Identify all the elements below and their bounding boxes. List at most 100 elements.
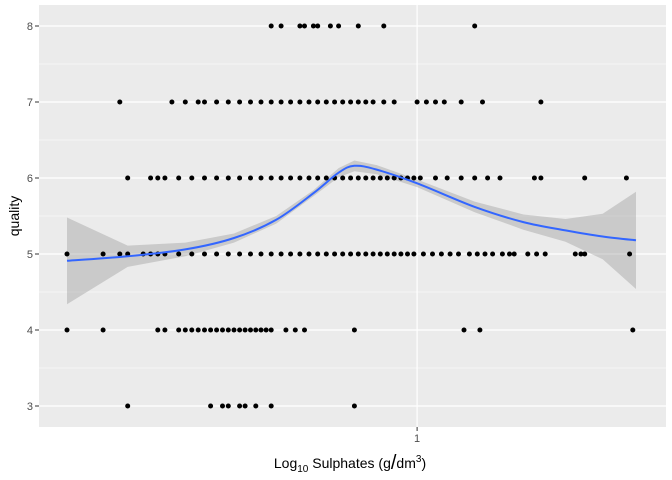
data-point [411,251,417,257]
data-point [458,175,464,181]
data-point [237,175,243,181]
data-point [370,99,376,105]
y-tick-label: 4 [27,325,33,337]
data-point [258,251,264,257]
data-point [258,175,264,181]
data-point [292,327,298,333]
data-point [176,327,182,333]
data-point [355,251,361,257]
data-point [351,327,357,333]
data-point [242,327,248,333]
data-point [253,327,259,333]
data-point [288,99,294,105]
data-point [363,251,369,257]
x-axis-title-subscript: 10 [297,464,309,475]
data-point [162,175,168,181]
data-point [208,327,214,333]
data-point [370,251,376,257]
data-point [278,23,284,29]
data-point [117,99,123,105]
data-point [384,175,390,181]
data-point [348,99,354,105]
data-point [189,175,195,181]
x-axis-title-suffix: ) [421,455,426,471]
data-point [490,251,496,257]
data-point [327,23,333,29]
data-point [323,175,329,181]
data-point [458,99,464,105]
data-point [306,175,312,181]
data-point [332,99,338,105]
data-point [381,23,387,29]
data-point [278,175,284,181]
data-point [225,403,231,409]
data-point [248,251,253,257]
data-point [302,327,307,333]
data-point [534,251,540,257]
data-point [202,175,207,181]
data-point [297,175,303,181]
data-point [258,99,264,105]
data-point [398,251,404,257]
data-point [348,175,354,181]
data-point [306,99,312,105]
data-point [125,403,131,409]
data-points [64,23,636,409]
x-axis-title-middle: Sulphates (g [308,455,391,471]
data-point [297,99,303,105]
data-point [477,327,483,333]
data-point [315,251,321,257]
data-point [248,99,253,105]
smooth-line [66,164,637,262]
data-point [578,251,584,257]
data-point [466,251,472,257]
data-point [411,175,417,181]
data-point [377,251,383,257]
data-point [225,251,231,257]
y-axis-ticks: 3 4 5 6 7 8 [27,21,39,413]
data-point [125,175,131,181]
data-point [538,175,544,181]
data-point [225,99,231,105]
data-point [315,23,321,29]
data-point [420,251,426,257]
data-point [497,175,503,181]
data-point [433,99,438,105]
data-point [268,251,274,257]
data-point [630,327,636,333]
y-axis-title: quality [6,196,22,236]
data-point [377,175,383,181]
data-point [268,175,274,181]
data-point [231,327,237,333]
data-point [302,23,307,29]
data-point [310,23,316,29]
data-point [268,403,274,409]
data-point [117,251,123,257]
data-point [288,251,294,257]
x-axis-ticks: 1 [414,427,420,445]
data-point [315,99,321,105]
data-point [100,251,106,257]
data-point [248,175,253,181]
data-point [248,327,253,333]
data-point [336,23,342,29]
data-point [64,251,70,257]
data-point [438,251,444,257]
data-point [414,99,420,105]
data-point [242,403,248,409]
data-point [363,175,369,181]
data-point [189,251,195,257]
data-point [627,251,633,257]
data-point [417,175,423,181]
data-point [511,251,517,257]
x-axis-title-prefix: Log [274,455,297,471]
data-point [456,251,461,257]
data-point [381,99,387,105]
data-point [405,251,410,257]
data-point [182,99,188,105]
data-point [220,327,225,333]
data-point [237,251,243,257]
minor-gridlines [39,63,666,369]
data-point [258,327,264,333]
